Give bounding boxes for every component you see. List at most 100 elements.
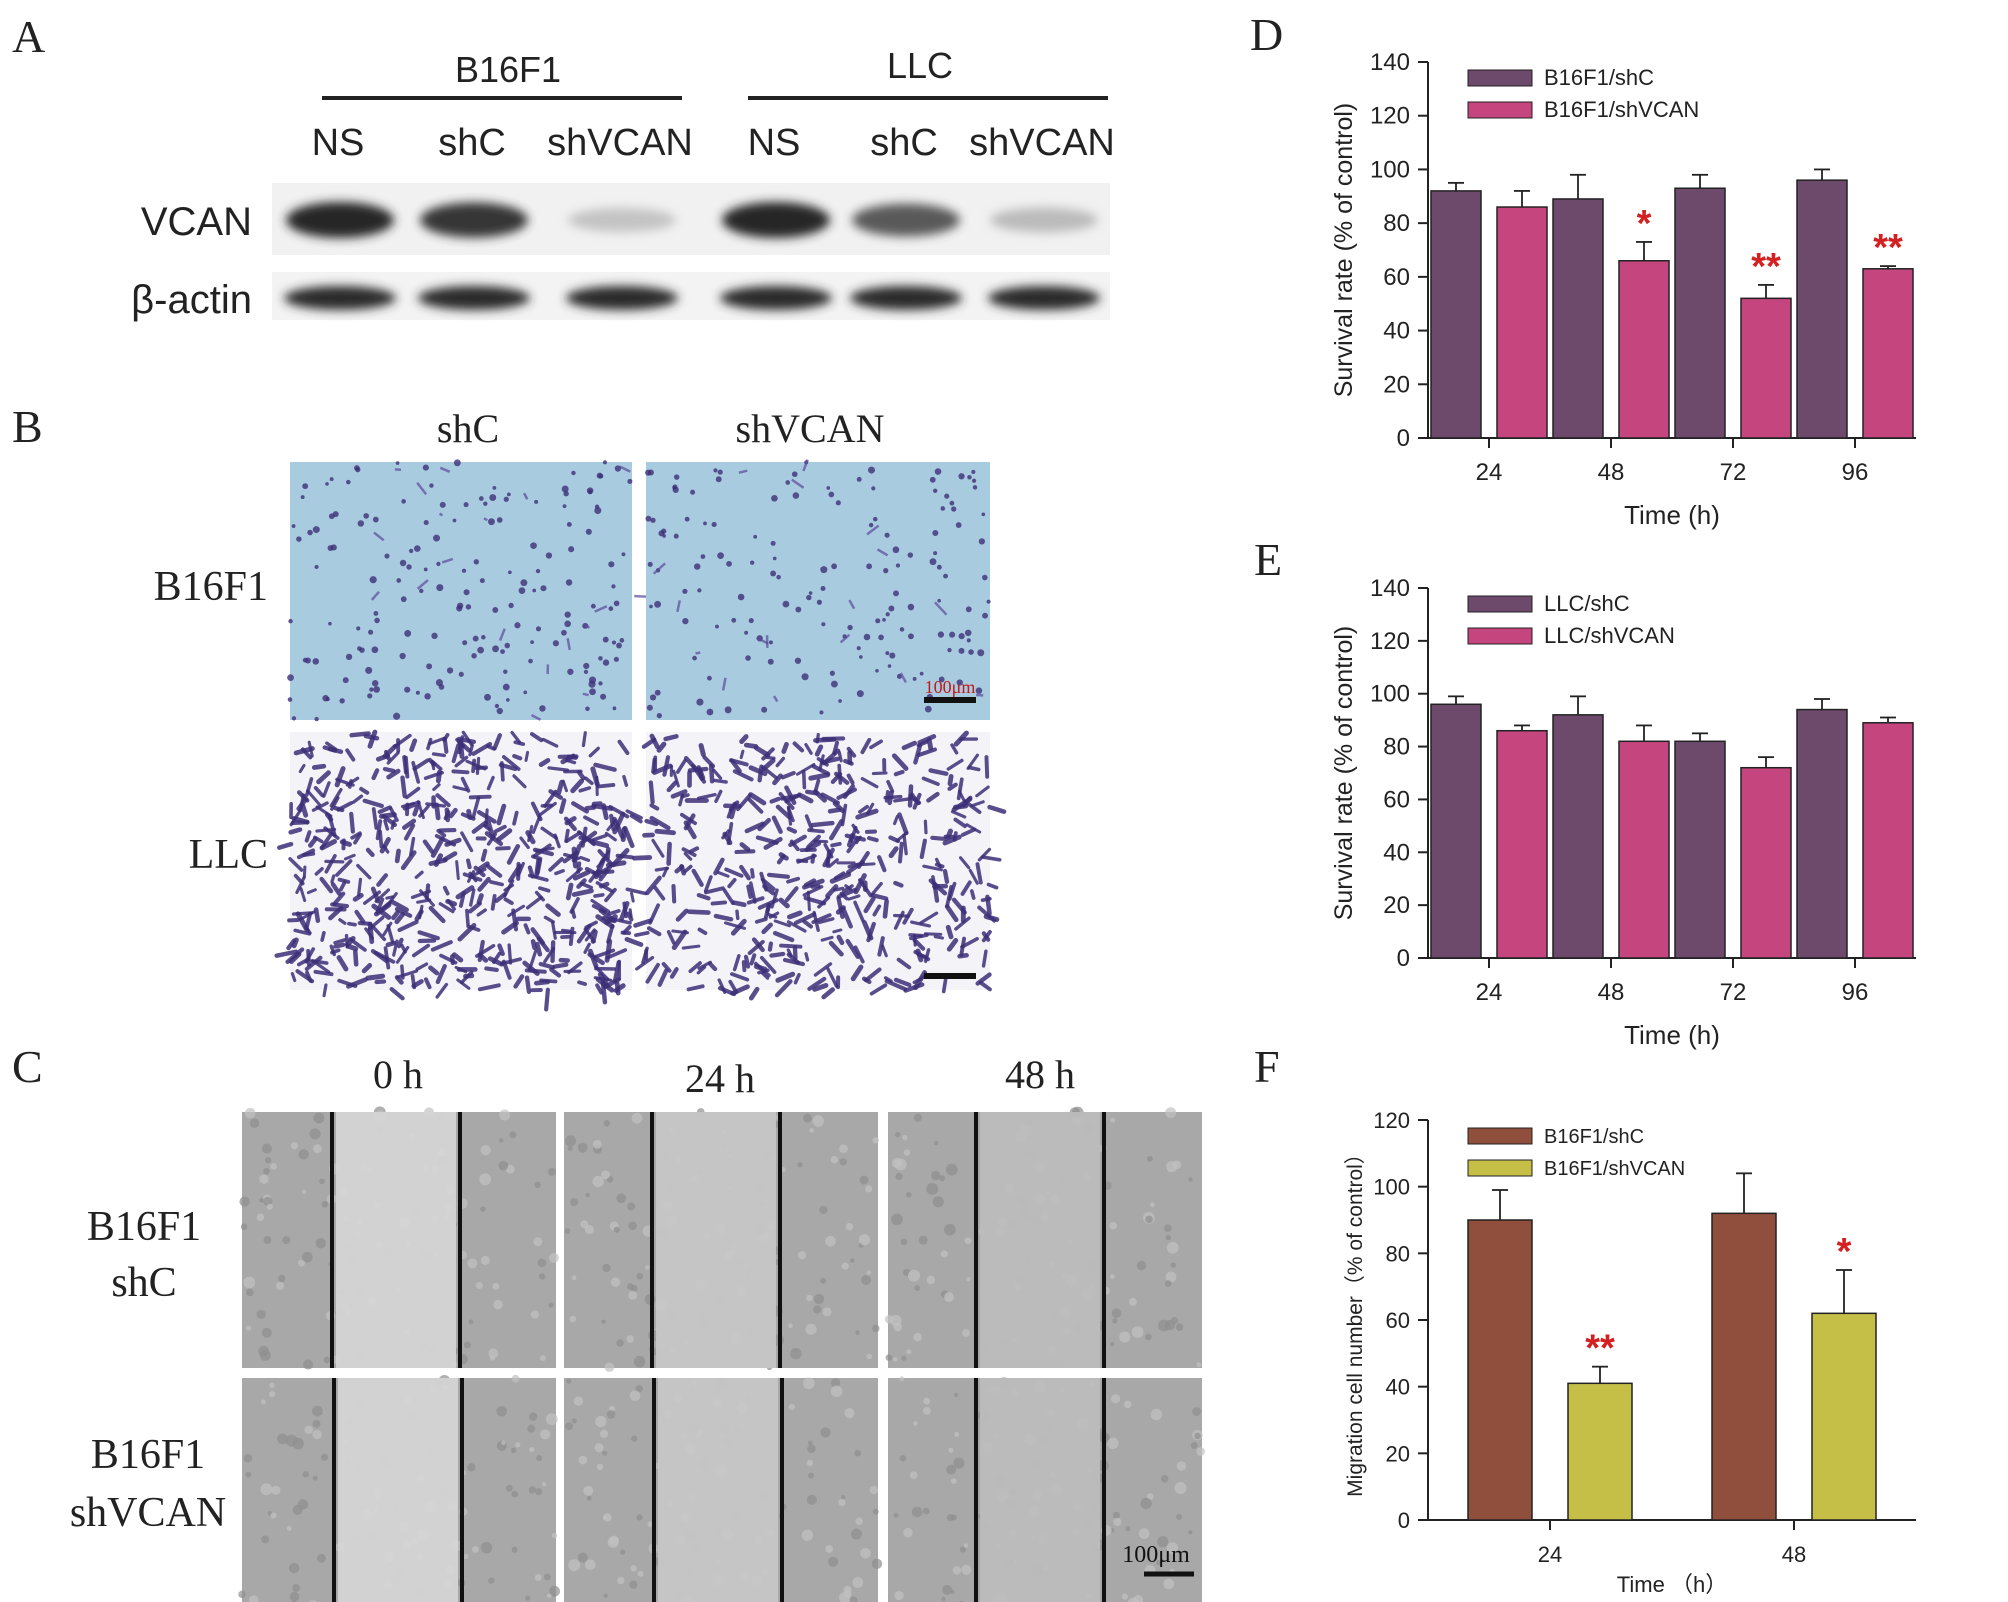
cell-dot [429, 483, 434, 488]
cell-stain [817, 917, 835, 925]
scratch-cell-texture [950, 1478, 957, 1484]
cell-stain [601, 803, 609, 821]
col-label-48h: 48 h [1005, 1052, 1075, 1097]
scratch-cell-texture [953, 1457, 965, 1469]
scratch-cell-texture [636, 1272, 644, 1280]
scratch-cell-texture [629, 1390, 641, 1401]
cell-stain [787, 910, 803, 920]
scratch-cell-texture [788, 1403, 796, 1411]
scratch-cell-texture [914, 1285, 921, 1292]
cell-stain [829, 871, 852, 884]
cell-stain [330, 796, 340, 811]
cell-dot [406, 564, 412, 570]
cell-dot [399, 652, 406, 660]
cell-dot [608, 606, 614, 612]
cell-dot [346, 479, 351, 485]
cell-stain [683, 864, 693, 873]
cell-dot [768, 640, 773, 645]
scratch-cell-texture [602, 1515, 608, 1520]
cell-stain [679, 863, 687, 876]
scratch-cell-texture [959, 1546, 966, 1553]
cell-dot [471, 653, 477, 659]
cell-stain [400, 775, 407, 799]
cell-stain [970, 800, 985, 808]
cell-stain [760, 877, 776, 891]
scratch-cell-texture [515, 1442, 521, 1448]
cell-stain [954, 916, 971, 931]
cell-dot [329, 477, 334, 482]
cell-stain [646, 926, 662, 937]
cell-stain [480, 848, 488, 862]
scratch-cell-texture [820, 1277, 827, 1284]
cell-dot [785, 480, 791, 485]
cell-stain [836, 934, 845, 946]
cell-stain [319, 876, 334, 894]
cell-dot [463, 502, 469, 508]
cell-dot [711, 521, 717, 528]
scratch-cell-texture [577, 1142, 588, 1153]
cell-stain [732, 769, 754, 782]
cell-stain [866, 921, 876, 943]
cell-dot [613, 656, 619, 662]
scratch-cell-texture [536, 1455, 543, 1462]
cell-stain [761, 922, 773, 935]
scratch-cell-texture [501, 1440, 506, 1445]
bar [1740, 766, 1792, 959]
cell-stain [897, 841, 904, 864]
cell-stain [531, 815, 541, 834]
cell-stain [869, 739, 883, 750]
scratch-cell-texture [631, 1112, 643, 1124]
group-label-b16f1: B16F1 [455, 49, 561, 90]
cell-dot [461, 568, 467, 573]
cell-stain [455, 885, 475, 900]
cell-dot [627, 478, 633, 484]
cell-dot [287, 674, 294, 681]
cell-dot [703, 521, 707, 526]
cell-stain [320, 930, 326, 942]
scratch-cell-texture [304, 1425, 314, 1435]
x-tick-label: 48 [1782, 1542, 1806, 1567]
cell-stain [666, 930, 676, 945]
cell-dot [453, 459, 461, 467]
cell-stain [288, 857, 304, 872]
cell-dot [602, 636, 609, 643]
chart-f: 0 20 40 60 80 100 120 24 ** 48 * B16F1/shC B16F1/shV… [1344, 1108, 1916, 1597]
bar [1796, 708, 1848, 959]
bar [1618, 740, 1670, 959]
cell-stain [750, 868, 755, 879]
cell-stain [942, 834, 962, 846]
cell-dot [889, 652, 896, 659]
cell-dot [438, 684, 445, 690]
cell-stain [671, 929, 688, 951]
cell-stain [829, 819, 844, 841]
cell-stain [921, 776, 940, 786]
bar [1711, 1212, 1777, 1521]
cell-dot [585, 528, 592, 535]
scratch-cell-texture [270, 1512, 277, 1519]
cell-dot [907, 603, 915, 611]
scratch-cell-texture [1110, 1117, 1116, 1123]
scratch-cell-texture [527, 1424, 536, 1433]
y-tick-label: 60 [1386, 1308, 1410, 1333]
scratch-cell-texture [961, 1564, 972, 1575]
scratch-cell-texture [872, 1508, 879, 1515]
cell-stain [598, 863, 614, 882]
scratch-cell-texture [852, 1577, 864, 1588]
cell-dot [947, 647, 952, 653]
scratch-cell-texture [1150, 1408, 1163, 1421]
cell-dot [561, 485, 569, 493]
cell-dot [339, 698, 345, 704]
cell-stain [525, 895, 543, 910]
scratch-cell-texture [1144, 1333, 1152, 1341]
cell-dot [484, 693, 491, 701]
scratch-cell-texture [525, 1595, 531, 1601]
scratch-cell-texture [825, 1544, 834, 1553]
scratch-cell-texture [569, 1315, 577, 1323]
cell-stain [302, 865, 307, 879]
cell-stain [786, 948, 793, 958]
cell-stain [460, 831, 474, 853]
cell-stain [786, 826, 798, 834]
legend-label: LLC/shVCAN [1544, 623, 1675, 648]
cell-dot [645, 515, 652, 522]
cell-stain [813, 737, 837, 743]
